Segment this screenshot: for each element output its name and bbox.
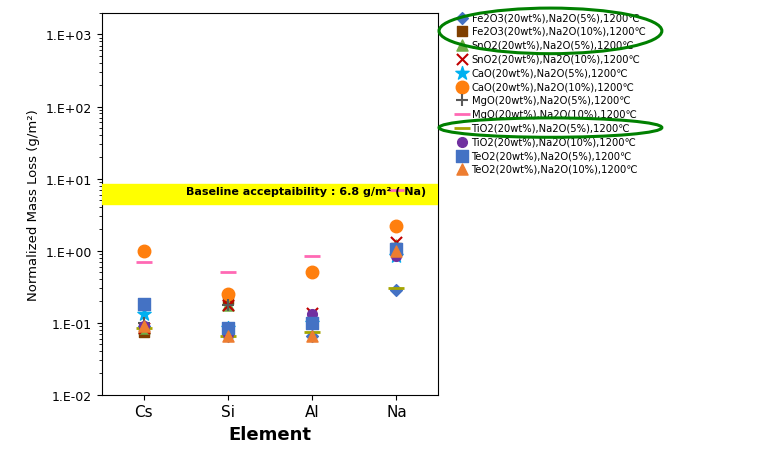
SnO2(20wt%),Na2O(10%),1200℃ [138,324,150,331]
Fe2O3(20wt%),Na2O(10%),1200℃ [390,244,402,252]
MgO(20wt%),Na2O(10%),1200℃ [222,269,234,276]
Fe2O3(20wt%),Na2O(5%),1200℃ [306,333,319,340]
SnO2(20wt%),Na2O(10%),1200℃ [306,310,319,317]
TeO2(20wt%),Na2O(10%),1200℃ [222,333,234,340]
SnO2(20wt%),Na2O(5%),1200℃ [138,324,150,331]
TiO2(20wt%),Na2O(10%),1200℃ [390,252,402,260]
TeO2(20wt%),Na2O(10%),1200℃ [138,323,150,330]
TiO2(20wt%),Na2O(5%),1200℃ [222,333,234,340]
TeO2(20wt%),Na2O(10%),1200℃ [306,333,319,340]
CaO(20wt%),Na2O(10%),1200℃ [138,247,150,255]
Fe2O3(20wt%),Na2O(10%),1200℃ [306,319,319,326]
SnO2(20wt%),Na2O(5%),1200℃ [390,241,402,249]
SnO2(20wt%),Na2O(5%),1200℃ [222,302,234,309]
TeO2(20wt%),Na2O(10%),1200℃ [390,247,402,255]
SnO2(20wt%),Na2O(5%),1200℃ [306,319,319,326]
CaO(20wt%),Na2O(5%),1200℃ [138,311,150,319]
MgO(20wt%),Na2O(5%),1200℃ [390,244,402,252]
TiO2(20wt%),Na2O(10%),1200℃ [306,311,319,319]
TiO2(20wt%),Na2O(5%),1200℃ [138,324,150,331]
Fe2O3(20wt%),Na2O(5%),1200℃ [138,323,150,330]
MgO(20wt%),Na2O(10%),1200℃ [306,252,319,260]
X-axis label: Element: Element [229,425,312,443]
Fe2O3(20wt%),Na2O(10%),1200℃ [138,328,150,336]
TiO2(20wt%),Na2O(5%),1200℃ [390,285,402,292]
MgO(20wt%),Na2O(5%),1200℃ [138,319,150,326]
TiO2(20wt%),Na2O(10%),1200℃ [222,330,234,338]
TiO2(20wt%),Na2O(5%),1200℃ [306,328,319,336]
TeO2(20wt%),Na2O(5%),1200℃ [222,324,234,331]
CaO(20wt%),Na2O(10%),1200℃ [390,223,402,230]
Bar [102,184,438,204]
MgO(20wt%),Na2O(5%),1200℃ [222,302,234,309]
TeO2(20wt%),Na2O(5%),1200℃ [306,319,319,326]
MgO(20wt%),Na2O(10%),1200℃ [138,258,150,266]
TeO2(20wt%),Na2O(5%),1200℃ [390,246,402,253]
SnO2(20wt%),Na2O(10%),1200℃ [390,239,402,246]
CaO(20wt%),Na2O(10%),1200℃ [222,291,234,298]
CaO(20wt%),Na2O(10%),1200℃ [306,269,319,276]
Fe2O3(20wt%),Na2O(5%),1200℃ [222,333,234,340]
MgO(20wt%),Na2O(5%),1200℃ [306,319,319,326]
Y-axis label: Normalized Mass Loss (g/m²): Normalized Mass Loss (g/m²) [27,109,40,300]
Fe2O3(20wt%),Na2O(10%),1200℃ [222,296,234,303]
CaO(20wt%),Na2O(5%),1200℃ [222,324,234,331]
MgO(20wt%),Na2O(10%),1200℃ [390,187,402,194]
CaO(20wt%),Na2O(5%),1200℃ [306,319,319,326]
SnO2(20wt%),Na2O(10%),1200℃ [222,302,234,309]
TiO2(20wt%),Na2O(10%),1200℃ [138,323,150,330]
CaO(20wt%),Na2O(5%),1200℃ [390,252,402,260]
Fe2O3(20wt%),Na2O(5%),1200℃ [390,287,402,294]
Legend: Fe2O3(20wt%),Na2O(5%),1200℃, Fe2O3(20wt%),Na2O(10%),1200℃, SnO2(20wt%),Na2O(5%),: Fe2O3(20wt%),Na2O(5%),1200℃, Fe2O3(20wt%… [453,11,648,177]
Text: Baseline acceptaibility : 6.8 g/m² ( Na): Baseline acceptaibility : 6.8 g/m² ( Na) [186,186,426,196]
TeO2(20wt%),Na2O(5%),1200℃ [138,301,150,308]
